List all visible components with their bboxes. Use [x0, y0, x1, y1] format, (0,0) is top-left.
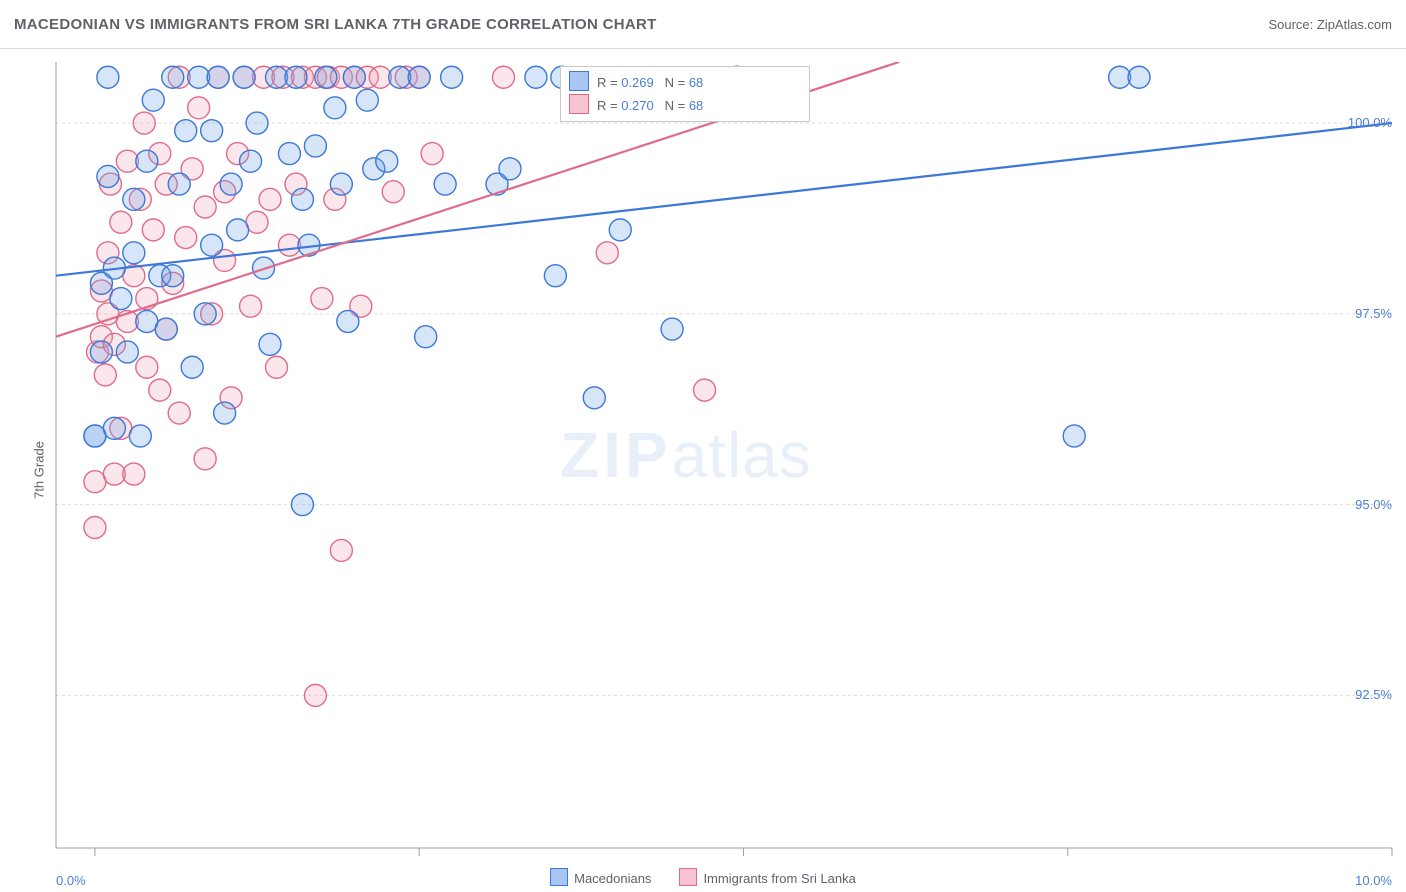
- legend-item-macedonians: Macedonians: [550, 868, 651, 886]
- correlation-row: R = 0.269 N = 68: [569, 71, 801, 94]
- legend-swatch-icon: [679, 868, 697, 886]
- correlation-row: R = 0.270 N = 68: [569, 94, 801, 117]
- legend-swatch-icon: [569, 94, 589, 114]
- n-value: 68: [689, 75, 703, 90]
- source-label: Source:: [1268, 17, 1316, 32]
- chart-area: 7th Grade ZIPatlas R = 0.269 N = 68R = 0…: [0, 48, 1406, 892]
- chart-title: MACEDONIAN VS IMMIGRANTS FROM SRI LANKA …: [14, 16, 657, 33]
- x-axis-min-label: 0.0%: [56, 873, 86, 888]
- legend-swatch-icon: [569, 71, 589, 91]
- y-tick-label: 100.0%: [1348, 115, 1392, 130]
- y-axis-label: 7th Grade: [31, 441, 46, 499]
- legend-label: Immigrants from Sri Lanka: [703, 871, 855, 886]
- legend-label: Macedonians: [574, 871, 651, 886]
- correlation-box: R = 0.269 N = 68R = 0.270 N = 68: [560, 66, 810, 122]
- r-value: 0.269: [621, 75, 654, 90]
- source-name: ZipAtlas.com: [1317, 17, 1392, 32]
- y-tick-label: 95.0%: [1355, 497, 1392, 512]
- legend-swatch-icon: [550, 868, 568, 886]
- bottom-legend: Macedonians Immigrants from Sri Lanka: [0, 862, 1406, 892]
- n-label: N =: [665, 98, 689, 113]
- x-axis-max-label: 10.0%: [1355, 873, 1392, 888]
- chart-header: MACEDONIAN VS IMMIGRANTS FROM SRI LANKA …: [0, 0, 1406, 49]
- r-label: R =: [597, 75, 621, 90]
- legend-item-sri-lanka: Immigrants from Sri Lanka: [679, 868, 855, 886]
- y-tick-label: 92.5%: [1355, 687, 1392, 702]
- chart-source: Source: ZipAtlas.com: [1268, 17, 1392, 32]
- n-value: 68: [689, 98, 703, 113]
- r-value: 0.270: [621, 98, 654, 113]
- n-label: N =: [665, 75, 689, 90]
- y-tick-label: 97.5%: [1355, 306, 1392, 321]
- r-label: R =: [597, 98, 621, 113]
- scatter-plot-svg: [0, 48, 1406, 892]
